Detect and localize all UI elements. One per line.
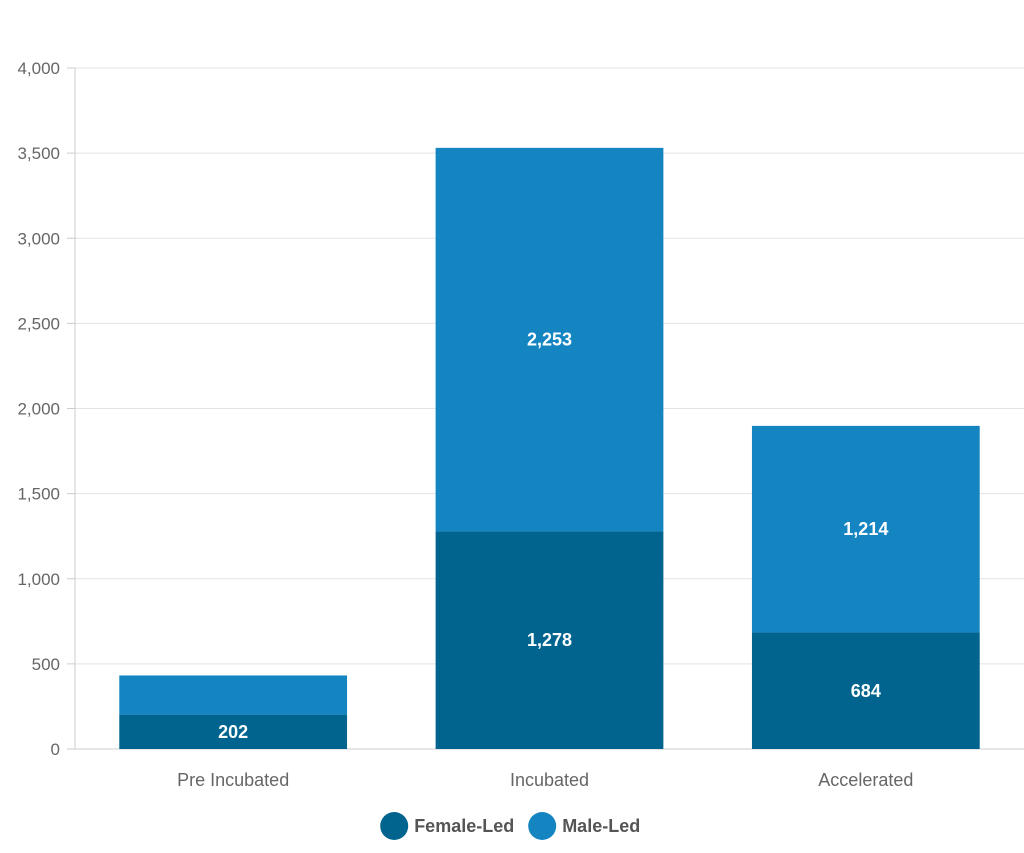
y-tick-label: 2,500 xyxy=(17,314,60,333)
axes: 0 500 1,000 1,500 2,000 2,500 3,000 3,500 4,000 P… xyxy=(17,59,1024,790)
bar-male-led xyxy=(435,147,664,532)
legend-item-female-led[interactable]: Female-Led xyxy=(380,812,514,840)
y-tick-label: 2,000 xyxy=(17,400,60,419)
legend-swatch-icon xyxy=(380,812,409,840)
data-label: 1,214 xyxy=(843,519,888,539)
data-labels: 202 1,278 2,253 684 1,214 xyxy=(218,330,888,742)
data-label: 2,253 xyxy=(527,330,572,350)
bar-male-led xyxy=(751,425,980,633)
data-label: 202 xyxy=(218,722,248,742)
bar-male-led xyxy=(119,675,348,715)
legend-label: Female-Led xyxy=(414,816,514,836)
bar-female-led xyxy=(751,632,980,749)
y-tick-label: 3,500 xyxy=(17,144,60,163)
bar-female-led xyxy=(119,714,348,749)
x-category-label: Incubated xyxy=(510,770,589,790)
bars xyxy=(119,147,980,749)
x-category-label: Accelerated xyxy=(818,770,913,790)
legend-label: Male-Led xyxy=(562,816,640,836)
y-tick-label: 1,500 xyxy=(17,485,60,504)
bar-female-led xyxy=(435,531,664,749)
x-category-label: Pre Incubated xyxy=(177,770,289,790)
legend-swatch-icon xyxy=(528,812,557,840)
y-tick-label: 3,000 xyxy=(17,229,60,248)
data-label: 684 xyxy=(851,681,881,701)
y-tick-label: 500 xyxy=(32,655,60,674)
y-tick-label: 1,000 xyxy=(17,570,60,589)
legend: Female-Led Male-Led xyxy=(380,812,640,840)
data-label: 1,278 xyxy=(527,630,572,650)
legend-item-male-led[interactable]: Male-Led xyxy=(528,812,640,840)
y-tick-label: 0 xyxy=(51,740,60,759)
y-tick-label: 4,000 xyxy=(17,59,60,78)
